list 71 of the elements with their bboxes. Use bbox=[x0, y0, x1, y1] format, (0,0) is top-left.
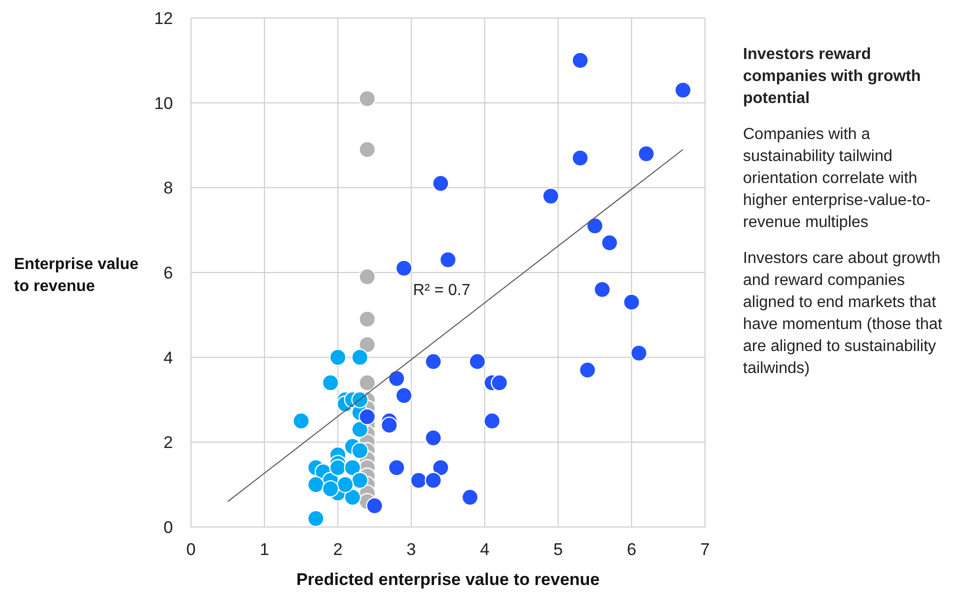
point bbox=[461, 488, 479, 506]
point bbox=[292, 412, 310, 430]
point bbox=[307, 476, 324, 494]
point bbox=[542, 188, 560, 205]
point bbox=[358, 408, 376, 426]
point bbox=[322, 374, 340, 392]
point bbox=[358, 268, 376, 286]
point bbox=[424, 472, 442, 489]
point bbox=[388, 459, 406, 476]
point bbox=[358, 374, 376, 392]
point bbox=[622, 294, 640, 311]
point bbox=[329, 459, 346, 476]
point bbox=[344, 488, 362, 506]
y-tick-label: 4 bbox=[164, 348, 173, 368]
point bbox=[424, 429, 442, 447]
point bbox=[586, 217, 604, 234]
x-tick-label: 4 bbox=[480, 540, 490, 560]
point bbox=[358, 310, 376, 328]
point bbox=[366, 497, 384, 514]
point bbox=[638, 145, 655, 162]
x-axis-title: Predicted enterprise value to revenue bbox=[295, 570, 601, 590]
point bbox=[351, 348, 368, 366]
point bbox=[358, 336, 376, 354]
point bbox=[439, 251, 457, 268]
point bbox=[594, 280, 611, 298]
y-tick-label: 10 bbox=[154, 94, 173, 113]
point bbox=[600, 234, 618, 252]
point bbox=[424, 352, 442, 370]
x-tick-label: 1 bbox=[260, 540, 270, 560]
x-tick-label: 7 bbox=[700, 540, 710, 560]
x-tick-label: 2 bbox=[333, 540, 343, 560]
point bbox=[380, 416, 398, 434]
point bbox=[395, 260, 413, 277]
y-tick-label: 0 bbox=[164, 518, 173, 538]
x-tick-label: 6 bbox=[626, 540, 636, 560]
point bbox=[351, 391, 368, 408]
point bbox=[388, 370, 406, 388]
point bbox=[468, 352, 486, 370]
y-tick-label: 12 bbox=[154, 9, 173, 28]
point bbox=[490, 374, 508, 392]
y-axis-title: Enterprise value to revenue bbox=[14, 255, 140, 297]
point bbox=[358, 90, 376, 108]
point bbox=[432, 459, 450, 476]
y-tick-label: 8 bbox=[164, 178, 173, 198]
text: Investors care about growth and reward companies aligned to end markets that have momentum (those that are aligned to sustainability tailwinds) bbox=[743, 249, 944, 379]
point bbox=[483, 412, 501, 430]
point bbox=[578, 361, 596, 379]
text: Companies with a sustainability tailwind orientation correlate with higher enterprise-value-to-revenue multiples bbox=[743, 125, 932, 233]
y-tick-label: 2 bbox=[164, 433, 173, 452]
x-tick-label: 3 bbox=[406, 540, 416, 560]
point bbox=[674, 82, 692, 99]
point bbox=[322, 480, 340, 498]
point bbox=[395, 386, 413, 404]
point bbox=[336, 476, 354, 494]
point bbox=[351, 442, 368, 460]
point bbox=[410, 472, 428, 489]
annotation: R² = 0.7 bbox=[413, 282, 470, 300]
point bbox=[307, 510, 324, 527]
point bbox=[432, 174, 450, 192]
point bbox=[630, 344, 648, 362]
point bbox=[351, 472, 368, 489]
x-tick-label: 5 bbox=[553, 540, 563, 560]
point bbox=[572, 52, 589, 70]
y-tick-label: 6 bbox=[164, 264, 173, 283]
point bbox=[358, 140, 376, 158]
x-tick-label: 0 bbox=[186, 540, 196, 560]
text: Investors reward companies with growth potential bbox=[743, 45, 922, 109]
point bbox=[351, 420, 368, 438]
point bbox=[329, 348, 346, 366]
point bbox=[572, 149, 589, 167]
point bbox=[344, 459, 362, 476]
